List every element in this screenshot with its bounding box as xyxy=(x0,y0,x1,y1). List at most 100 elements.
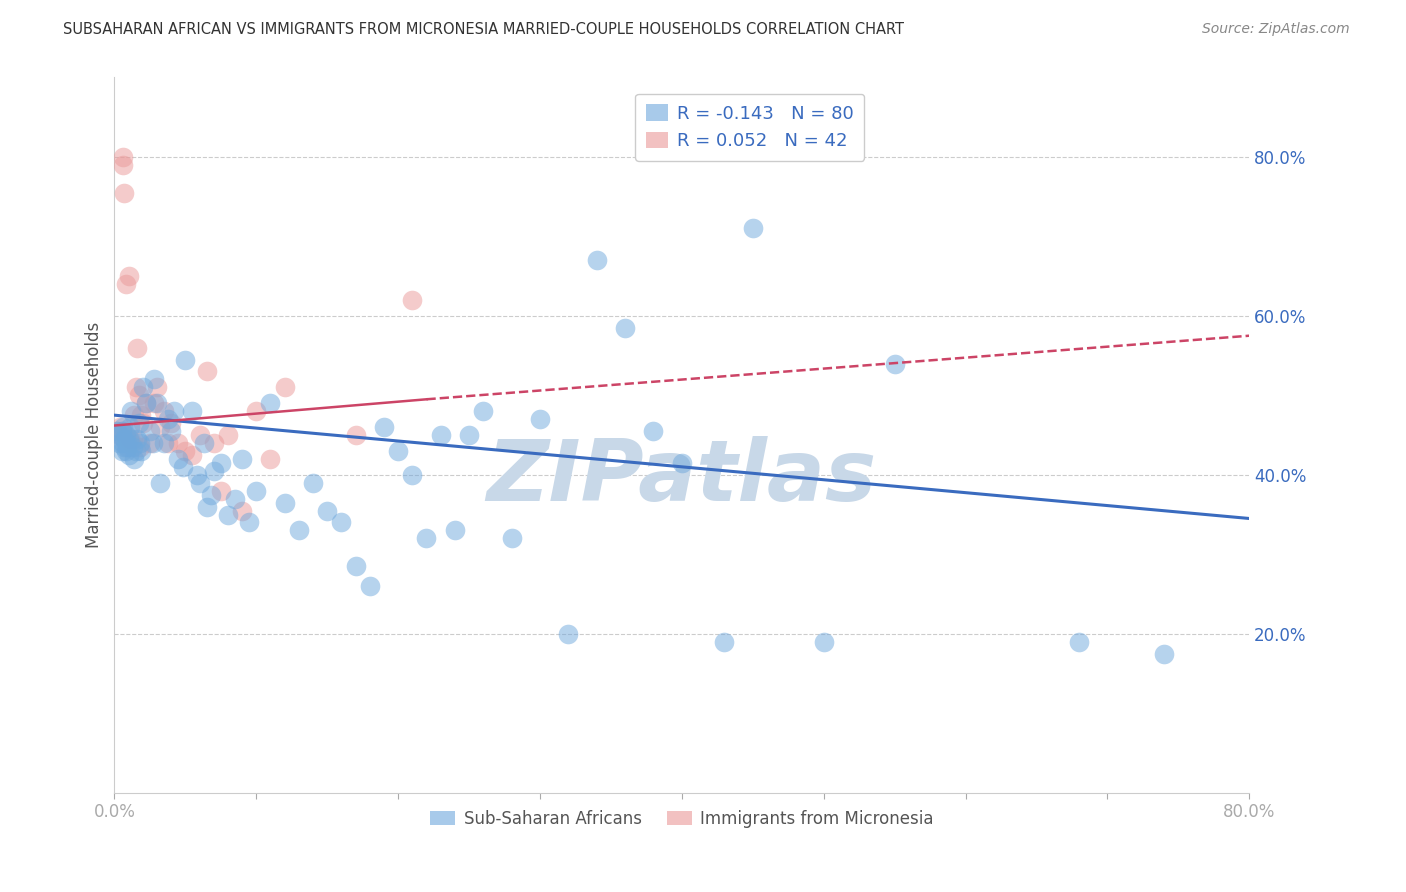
Point xyxy=(111,420,134,434)
Point xyxy=(195,364,218,378)
Point xyxy=(614,320,637,334)
Point xyxy=(114,444,136,458)
Point xyxy=(142,436,165,450)
Point xyxy=(288,524,311,538)
Point xyxy=(344,428,367,442)
Point xyxy=(128,416,150,430)
Point xyxy=(139,436,162,450)
Point xyxy=(112,186,135,200)
Point xyxy=(231,451,253,466)
Point xyxy=(273,495,295,509)
Point xyxy=(117,448,139,462)
Point xyxy=(401,293,423,307)
Point xyxy=(107,436,129,450)
Point xyxy=(174,352,197,367)
Y-axis label: Married-couple Households: Married-couple Households xyxy=(86,322,103,549)
Point xyxy=(193,436,215,450)
Point xyxy=(200,488,222,502)
Point xyxy=(387,444,409,458)
Point xyxy=(131,444,153,458)
Point xyxy=(111,150,134,164)
Point xyxy=(114,428,136,442)
Point xyxy=(401,467,423,482)
Point xyxy=(135,396,157,410)
Point xyxy=(231,503,253,517)
Point xyxy=(713,634,735,648)
Point xyxy=(157,412,180,426)
Point xyxy=(344,559,367,574)
Point xyxy=(117,432,139,446)
Point xyxy=(188,475,211,490)
Point xyxy=(105,424,128,438)
Point xyxy=(238,516,260,530)
Point xyxy=(316,503,339,517)
Text: ZIPatlas: ZIPatlas xyxy=(486,436,877,519)
Point xyxy=(115,436,138,450)
Point xyxy=(121,440,143,454)
Point xyxy=(111,158,134,172)
Point xyxy=(120,436,142,450)
Point xyxy=(120,404,142,418)
Point xyxy=(143,396,166,410)
Point xyxy=(129,436,152,450)
Point xyxy=(529,412,551,426)
Point xyxy=(373,420,395,434)
Point xyxy=(585,253,607,268)
Point xyxy=(330,516,353,530)
Point xyxy=(172,459,194,474)
Point xyxy=(112,440,135,454)
Point xyxy=(125,444,148,458)
Point xyxy=(115,440,138,454)
Point xyxy=(132,416,155,430)
Point xyxy=(202,464,225,478)
Point xyxy=(209,456,232,470)
Point xyxy=(217,428,239,442)
Point xyxy=(129,440,152,454)
Point xyxy=(195,500,218,514)
Point xyxy=(105,424,128,438)
Point xyxy=(112,432,135,446)
Point xyxy=(117,269,139,284)
Point xyxy=(146,380,169,394)
Point xyxy=(883,357,905,371)
Point xyxy=(132,380,155,394)
Point xyxy=(167,451,190,466)
Point xyxy=(110,444,132,458)
Point xyxy=(181,404,204,418)
Point xyxy=(472,404,495,418)
Point xyxy=(444,524,467,538)
Point xyxy=(813,634,835,648)
Point xyxy=(127,432,149,446)
Point xyxy=(108,420,131,434)
Point xyxy=(741,221,763,235)
Point xyxy=(245,483,267,498)
Point xyxy=(415,532,437,546)
Point xyxy=(122,408,145,422)
Point xyxy=(671,456,693,470)
Point xyxy=(111,436,134,450)
Point xyxy=(127,341,149,355)
Point xyxy=(557,626,579,640)
Text: SUBSAHARAN AFRICAN VS IMMIGRANTS FROM MICRONESIA MARRIED-COUPLE HOUSEHOLDS CORRE: SUBSAHARAN AFRICAN VS IMMIGRANTS FROM MI… xyxy=(63,22,904,37)
Point xyxy=(259,396,281,410)
Point xyxy=(458,428,481,442)
Point xyxy=(149,475,172,490)
Legend: Sub-Saharan Africans, Immigrants from Micronesia: Sub-Saharan Africans, Immigrants from Mi… xyxy=(423,803,941,834)
Point xyxy=(107,428,129,442)
Point xyxy=(186,467,208,482)
Point xyxy=(118,420,141,434)
Point xyxy=(139,424,162,438)
Point xyxy=(118,432,141,446)
Point xyxy=(1067,634,1090,648)
Point xyxy=(1153,647,1175,661)
Point xyxy=(108,428,131,442)
Point xyxy=(153,404,176,418)
Point xyxy=(110,424,132,438)
Point xyxy=(217,508,239,522)
Point xyxy=(181,448,204,462)
Point xyxy=(149,420,172,434)
Point xyxy=(174,444,197,458)
Point xyxy=(122,451,145,466)
Text: Source: ZipAtlas.com: Source: ZipAtlas.com xyxy=(1202,22,1350,37)
Point xyxy=(359,579,381,593)
